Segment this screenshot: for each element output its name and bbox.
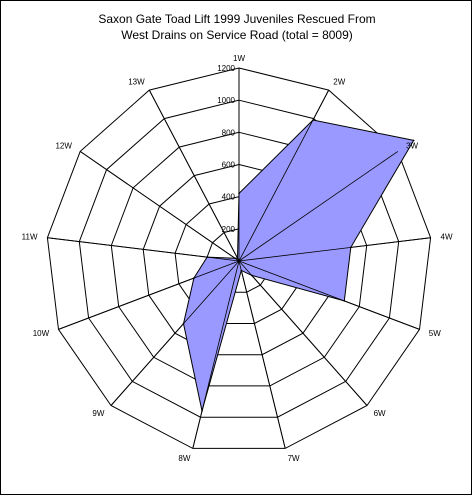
category-label-9W: 9W [92, 409, 104, 418]
chart-title-line-1: Saxon Gate Toad Lift 1999 Juveniles Resc… [98, 12, 375, 26]
spoke-overlay-2W [238, 89, 330, 262]
spoke-overlay-4W [238, 237, 431, 262]
category-label-3W: 3W [406, 142, 418, 151]
spoke-overlay-9W [110, 260, 240, 406]
grid-ring-6 [46, 67, 432, 449]
category-label-8W: 8W [178, 454, 190, 463]
series-area-1 [182, 119, 415, 412]
data-point-3W [412, 139, 415, 142]
spoke-overlay-10W [58, 260, 240, 330]
category-label-2W: 2W [333, 77, 345, 86]
category-labels: 1W 2W 3W 4W 5W 6W 7W 8W 9W 10W 11W 12W 13W [22, 54, 453, 463]
spoke-overlay-12W [79, 151, 240, 262]
category-label-5W: 5W [429, 329, 441, 338]
spoke-overlay-6W [238, 260, 368, 406]
spoke-overlay-7W [238, 260, 286, 449]
category-label-10W: 10W [33, 329, 50, 338]
category-label-4W: 4W [441, 233, 453, 242]
tick-label-1200: 1200 [217, 64, 235, 73]
tick-label-400: 400 [222, 193, 236, 202]
category-label-11W: 11W [22, 233, 38, 242]
spoke-overlay-5W [238, 260, 420, 330]
spoke-overlay-13W [148, 89, 240, 262]
tick-label-600: 600 [222, 161, 236, 170]
data-series [47, 68, 431, 449]
category-label-6W: 6W [374, 409, 386, 418]
tick-label-1000: 1000 [217, 96, 235, 105]
radial-tick-labels: 200 400 600 800 1000 1200 [217, 64, 235, 234]
category-label-12W: 12W [55, 142, 72, 151]
chart-title-line-2: West Drains on Service Road (total = 800… [121, 28, 353, 42]
category-label-7W: 7W [288, 454, 300, 463]
category-label-13W: 13W [128, 77, 145, 86]
tick-label-800: 800 [222, 128, 236, 137]
spoke-overlay-8W [192, 260, 240, 449]
category-label-1W: 1W [233, 54, 245, 63]
spoke-overlay-11W [47, 237, 240, 262]
spoke-overlay-3W [238, 151, 399, 262]
tick-label-200: 200 [222, 225, 236, 234]
